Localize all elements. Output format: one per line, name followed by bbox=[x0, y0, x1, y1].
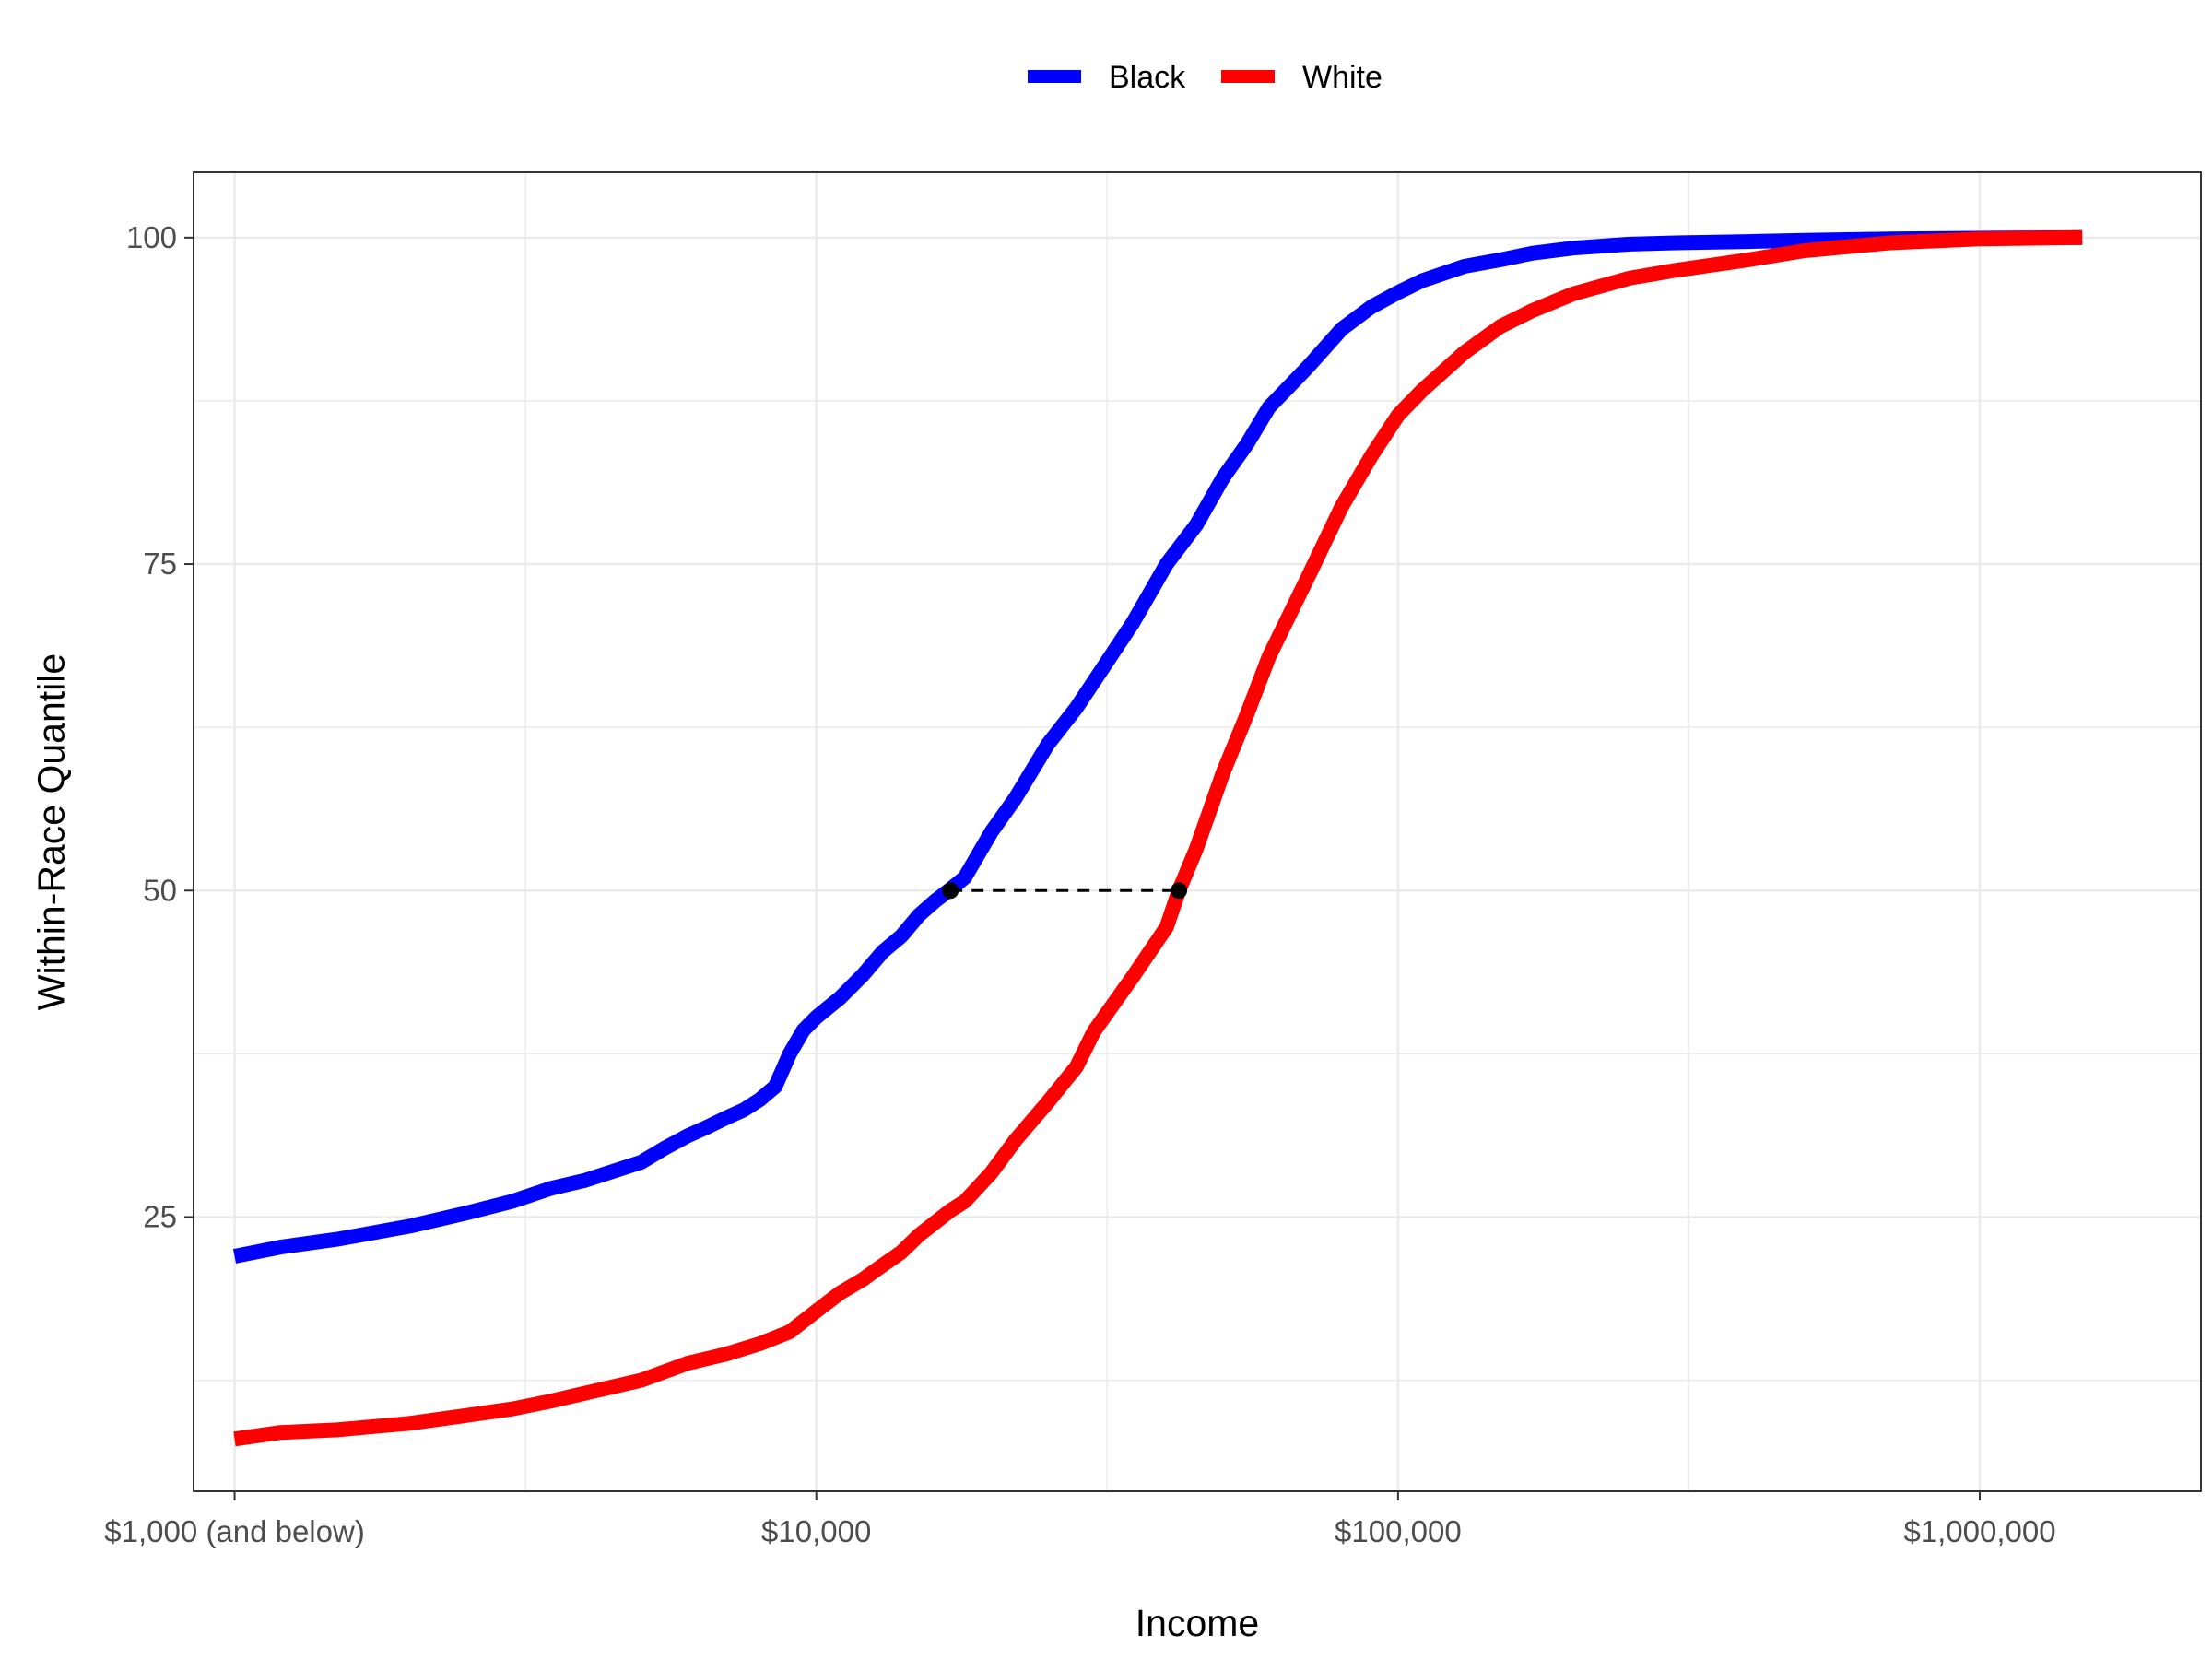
legend-label-black: Black bbox=[1109, 60, 1186, 95]
y-tick-label: 25 bbox=[143, 1199, 177, 1233]
x-tick-label: $10,000 bbox=[761, 1514, 871, 1548]
y-axis-title: Within-Race Quantile bbox=[29, 653, 72, 1010]
x-axis-title: Income bbox=[1135, 1602, 1259, 1644]
legend: Black White bbox=[1028, 60, 1382, 95]
series-line-white bbox=[233, 229, 2083, 1447]
y-tick-label: 100 bbox=[126, 220, 177, 254]
plot-panel-border bbox=[193, 171, 2202, 1492]
median-point bbox=[942, 882, 959, 900]
x-tick-label: $1,000 (and below) bbox=[104, 1514, 365, 1548]
x-tick-label: $100,000 bbox=[1335, 1514, 1462, 1548]
legend-label-white: White bbox=[1302, 60, 1382, 95]
y-axis: 25 50 75 100 bbox=[126, 220, 194, 1233]
x-axis: $1,000 (and below) $10,000 $100,000 $1,000,… bbox=[104, 1491, 2056, 1548]
series-layer bbox=[232, 229, 2083, 1447]
minor-gridlines bbox=[194, 172, 2201, 1491]
legend-key-white bbox=[1221, 70, 1275, 83]
y-tick-label: 50 bbox=[143, 873, 177, 907]
median-point bbox=[1171, 882, 1188, 900]
y-tick-label: 75 bbox=[143, 547, 177, 581]
series-line-black bbox=[232, 229, 2083, 1264]
x-tick-label: $1,000,000 bbox=[1903, 1514, 2055, 1548]
legend-key-black bbox=[1028, 70, 1081, 83]
annotation-layer bbox=[942, 882, 1188, 900]
